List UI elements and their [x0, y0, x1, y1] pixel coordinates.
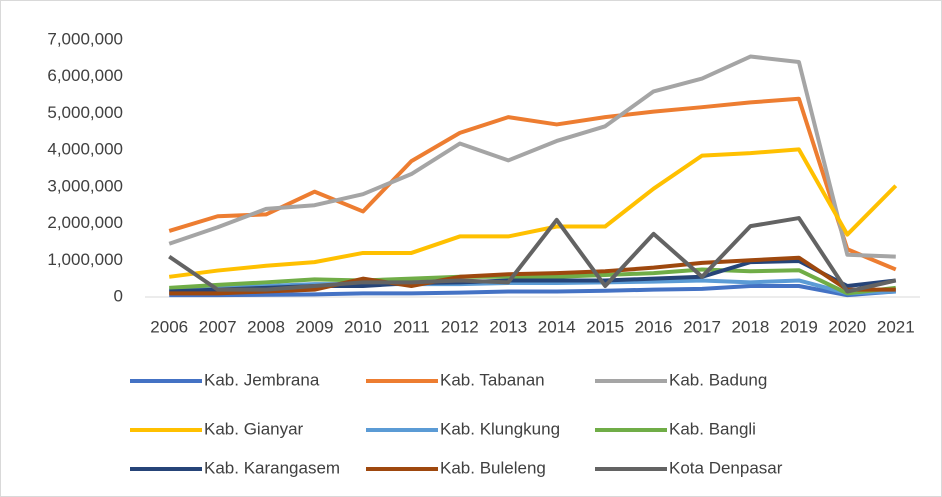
series-line — [168, 147, 898, 279]
legend-label: Kab. Klungkung — [440, 419, 560, 438]
y-tick-label: 2,000,000 — [47, 213, 123, 232]
series-line — [168, 96, 897, 272]
legend-label: Kab. Jembrana — [204, 370, 320, 389]
y-tick-label: 5,000,000 — [47, 103, 123, 122]
y-tick-label: 3,000,000 — [47, 176, 123, 195]
x-tick-label: 2018 — [732, 317, 770, 336]
y-tick-label: 0 — [114, 286, 123, 305]
x-tick-label: 2013 — [489, 317, 527, 336]
x-tick-label: 2017 — [683, 317, 721, 336]
y-tick-label: 1,000,000 — [47, 250, 123, 269]
y-tick-label: 6,000,000 — [47, 66, 123, 85]
x-tick-label: 2014 — [538, 317, 576, 336]
x-tick-label: 2007 — [199, 317, 237, 336]
x-tick-label: 2009 — [296, 317, 334, 336]
legend-label: Kab. Bangli — [669, 419, 756, 438]
x-tick-label: 2006 — [150, 317, 188, 336]
x-tick-label: 2016 — [635, 317, 673, 336]
y-tick-label: 4,000,000 — [47, 140, 123, 159]
x-tick-label: 2015 — [586, 317, 624, 336]
series-line — [169, 283, 896, 298]
y-tick-label: 7,000,000 — [47, 29, 123, 48]
legend-label: Kab. Tabanan — [440, 370, 545, 389]
x-tick-label: 2010 — [344, 317, 382, 336]
series-line — [169, 255, 896, 296]
legend-label: Kab. Buleleng — [440, 458, 546, 477]
x-tick-label: 2011 — [393, 317, 430, 336]
x-tick-label: 2020 — [828, 317, 866, 336]
series-line — [168, 54, 896, 259]
legend-label: Kota Denpasar — [669, 458, 783, 477]
x-tick-label: 2021 — [877, 317, 915, 336]
x-tick-label: 2019 — [780, 317, 818, 336]
x-tick-label: 2008 — [247, 317, 285, 336]
series-line — [168, 216, 897, 294]
x-tick-label: 2012 — [441, 317, 479, 336]
legend-label: Kab. Karangasem — [204, 458, 340, 477]
legend-label: Kab. Badung — [669, 370, 767, 389]
series-line — [169, 267, 897, 296]
legend-label: Kab. Gianyar — [204, 419, 304, 438]
